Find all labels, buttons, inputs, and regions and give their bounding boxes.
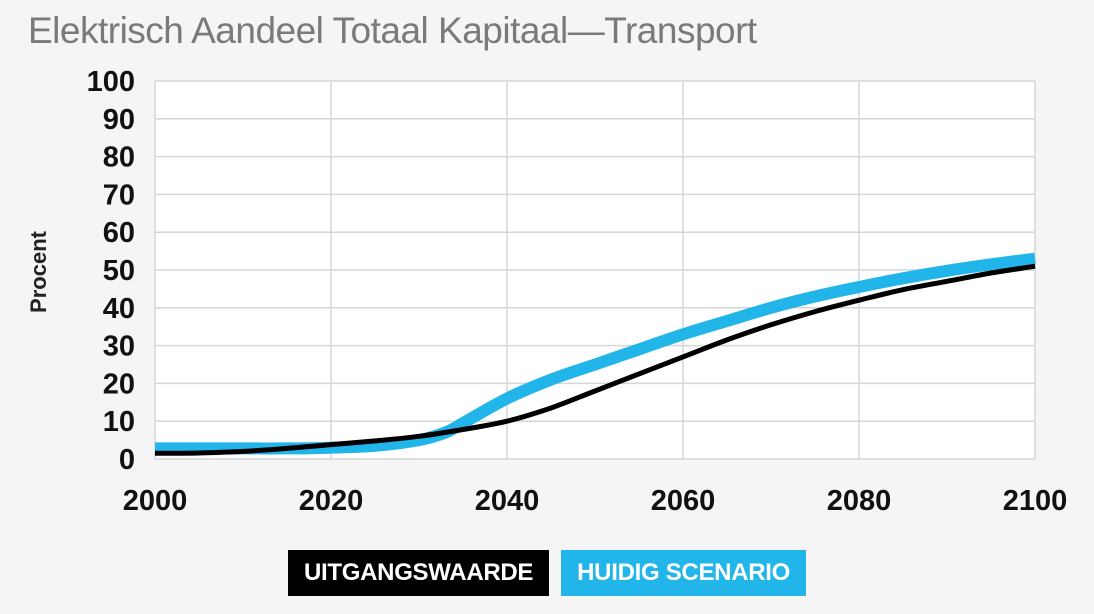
x-tick-label: 2060 <box>651 485 716 517</box>
legend: UITGANGSWAARDE HUIDIG SCENARIO <box>0 550 1094 596</box>
y-tick-label: 80 <box>103 142 135 174</box>
x-tick-label: 2020 <box>299 485 364 517</box>
y-tick-label: 20 <box>103 368 135 400</box>
x-tick-label: 2000 <box>123 485 188 517</box>
y-tick-label: 10 <box>103 406 135 438</box>
x-tick-label: 2040 <box>475 485 540 517</box>
legend-item-huidig-scenario: HUIDIG SCENARIO <box>561 550 806 596</box>
grid <box>154 80 1036 460</box>
y-tick-label: 90 <box>103 104 135 136</box>
y-tick-label: 50 <box>103 255 135 287</box>
x-tick-label: 2100 <box>1003 485 1068 517</box>
y-tick-label: 70 <box>103 179 135 211</box>
y-tick-label: 60 <box>103 217 135 249</box>
x-tick-labels: 2000 2020 2040 2060 2080 2100 <box>123 485 1068 517</box>
y-tick-label: 30 <box>103 331 135 363</box>
x-tick-label: 2080 <box>827 485 892 517</box>
series-line-uitgangswaarde <box>154 263 1036 456</box>
y-tick-labels: 0 10 20 30 40 50 60 70 80 90 100 <box>87 66 135 476</box>
chart-title: Elektrisch Aandeel Totaal Kapitaal—Trans… <box>28 10 757 51</box>
y-axis-label: Procent <box>26 230 51 313</box>
series-lines <box>154 252 1036 456</box>
y-tick-label: 0 <box>119 444 135 476</box>
y-tick-label: 100 <box>87 66 135 98</box>
y-tick-label: 40 <box>103 293 135 325</box>
legend-item-uitgangswaarde: UITGANGSWAARDE <box>288 550 550 596</box>
